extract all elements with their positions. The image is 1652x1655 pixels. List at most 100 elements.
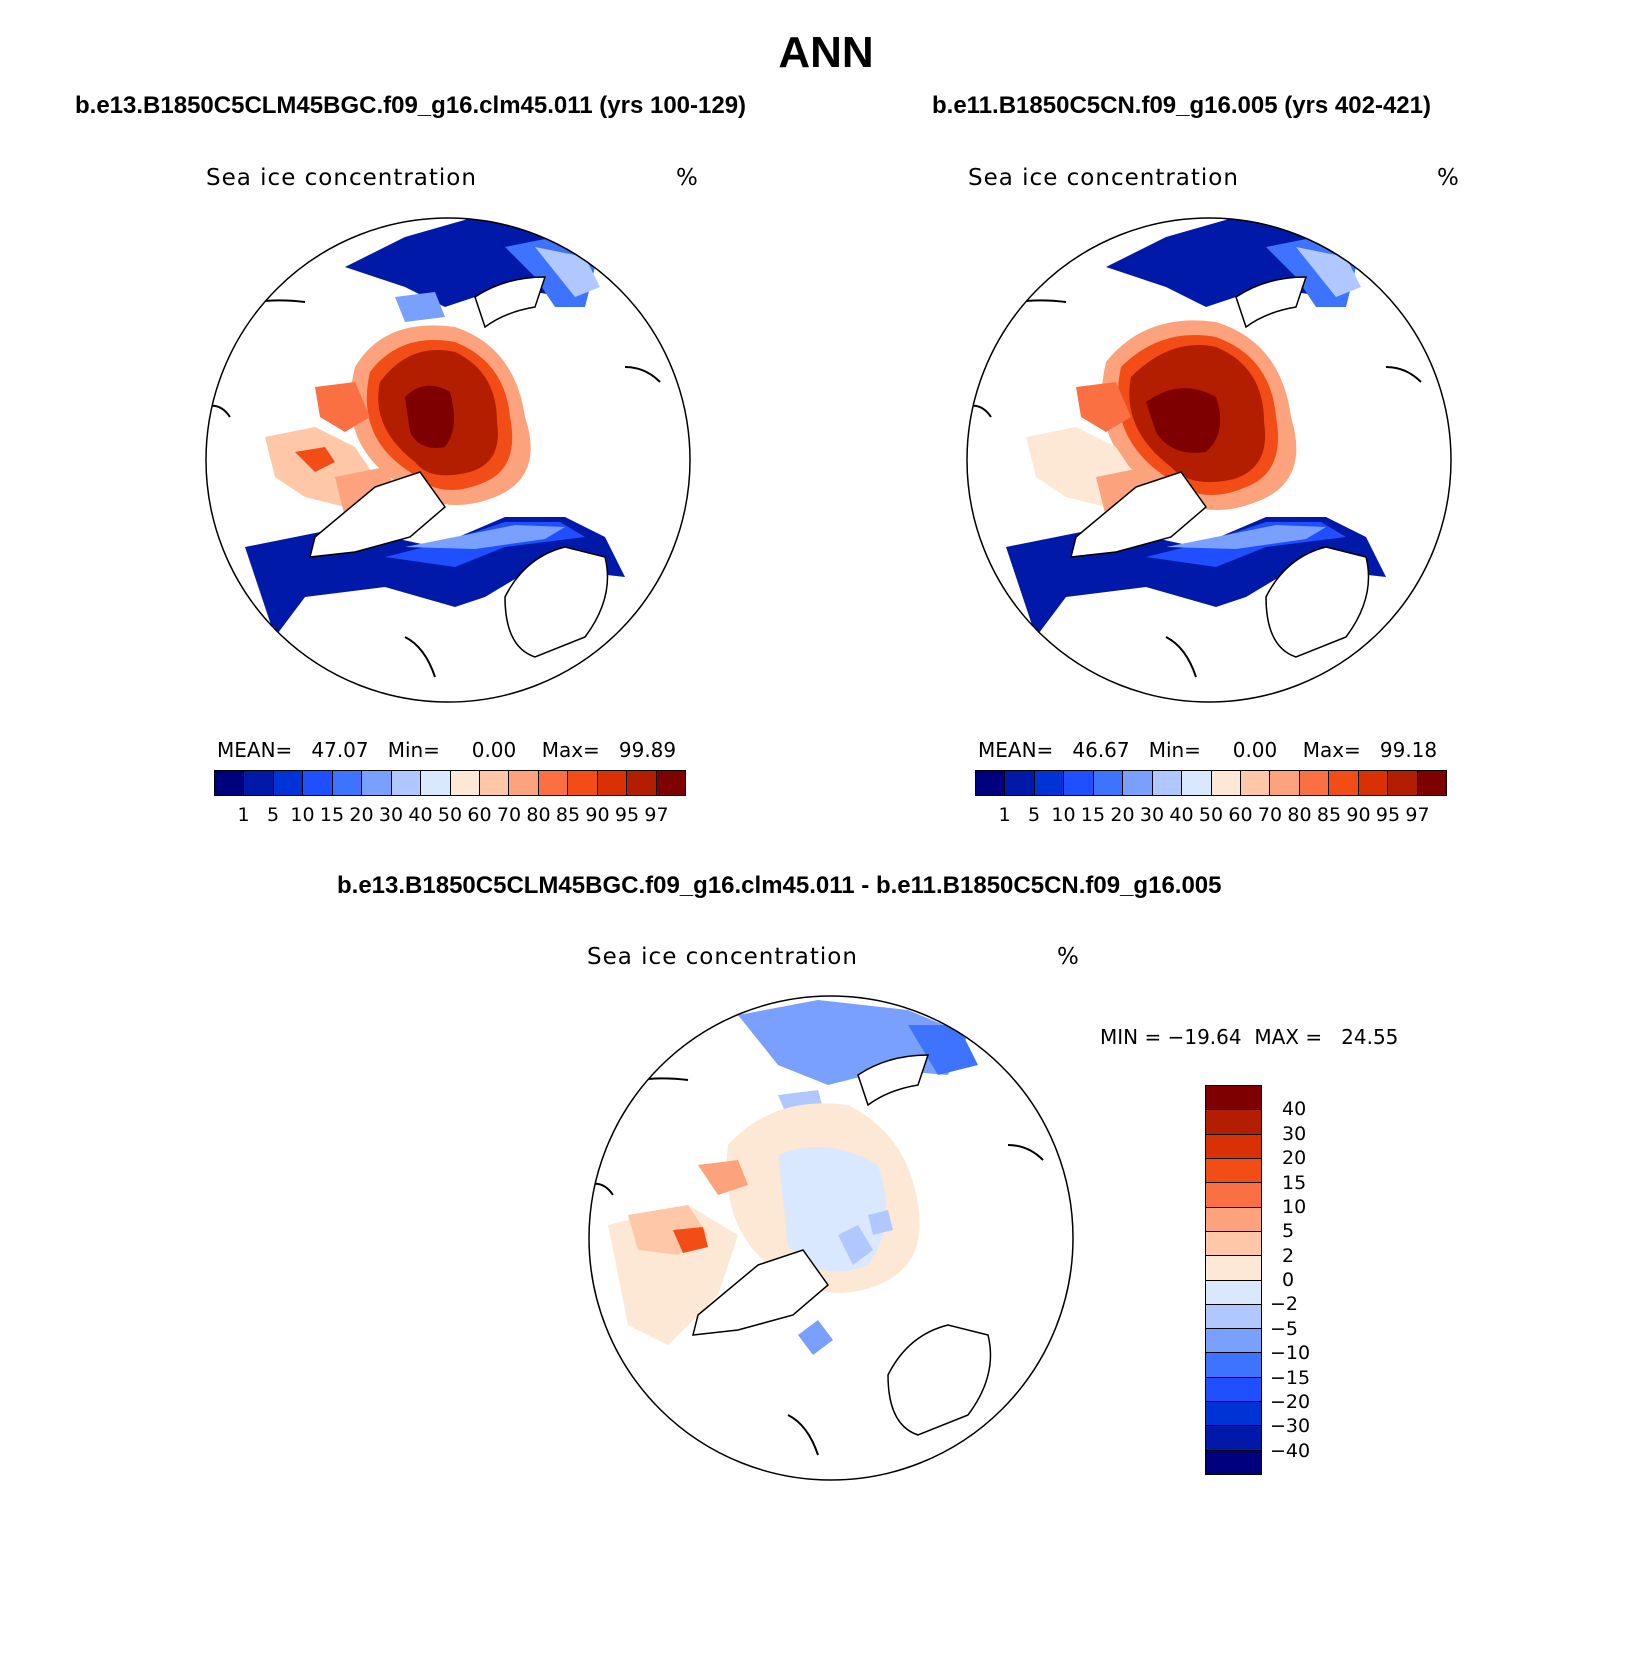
diff-colorbar-tick-label: 10 <box>1282 1195 1307 1218</box>
panel2-colorbar-swatch <box>1152 771 1183 795</box>
diff-colorbar-tick-label: 15 <box>1282 1171 1307 1194</box>
panel2-colorbar-tick-label: 97 <box>1405 804 1430 826</box>
panel2-variable-label: Sea ice concentration <box>968 165 1239 191</box>
panel2-colorbar <box>975 770 1447 796</box>
diff-units-label: % <box>1057 944 1080 970</box>
diff-colorbar-swatch <box>1206 1110 1261 1135</box>
panel2-colorbar-tick-label: 80 <box>1287 804 1312 826</box>
panel1-units-label: % <box>676 165 699 191</box>
diff-colorbar-ticks: 40 30 20 15 10 5 2 0 −2 −5 −10 −15 −20 −30 −40 <box>1270 1085 1350 1475</box>
diff-colorbar-swatch <box>1206 1134 1261 1159</box>
panel2-colorbar-tick-label: 20 <box>1110 804 1135 826</box>
panel2-colorbar-swatch <box>1123 771 1153 795</box>
panel2-colorbar-tick-label: 50 <box>1198 804 1224 826</box>
diff-colorbar <box>1205 1085 1262 1475</box>
diff-colorbar-tick-label: 30 <box>1282 1122 1307 1145</box>
panel1-colorbar-swatch <box>479 771 510 795</box>
panel2-colorbar-swatch <box>1182 771 1212 795</box>
panel1-colorbar-tick-label: 97 <box>644 804 669 826</box>
panel2-colorbar-tick-label: 60 <box>1228 804 1253 826</box>
panel2-colorbar-tick-label: 40 <box>1169 804 1194 826</box>
panel1-colorbar-swatch <box>273 771 304 795</box>
panel2-case-title: b.e11.B1850C5CN.f09_g16.005 (yrs 402-421… <box>932 92 1431 119</box>
panel1-colorbar-tick-label: 30 <box>378 804 404 826</box>
panel1-colorbar-tick-label: 10 <box>290 804 315 826</box>
panel2-colorbar-swatch <box>1211 771 1241 795</box>
panel1-case-title: b.e13.B1850C5CLM45BGC.f09_g16.clm45.011 … <box>75 92 747 119</box>
figure-title: ANN <box>778 28 874 77</box>
panel1-colorbar-swatch <box>244 771 274 795</box>
panel1-colorbar-swatch <box>215 771 245 795</box>
diff-colorbar-swatch <box>1206 1086 1261 1111</box>
panel1-colorbar-tick-label: 85 <box>555 804 581 826</box>
panel2-colorbar-tick-label: 85 <box>1316 804 1342 826</box>
panel1-colorbar-swatch <box>538 771 569 795</box>
panel1-colorbar-tick-label: 95 <box>614 804 640 826</box>
panel1-colorbar-tick-label: 5 <box>266 804 280 826</box>
panel1-colorbar-swatch <box>421 771 451 795</box>
panel1-colorbar-swatch <box>332 771 363 795</box>
diff-colorbar-tick-label: −2 <box>1270 1293 1299 1316</box>
panel1-colorbar-tick-label: 80 <box>526 804 551 826</box>
diff-colorbar-tick-label: −15 <box>1270 1366 1311 1389</box>
diff-colorbar-tick-label: −20 <box>1270 1390 1311 1413</box>
diff-colorbar-swatch <box>1206 1256 1261 1281</box>
diff-colorbar-swatch <box>1206 1158 1261 1184</box>
diff-colorbar-tick-label: −10 <box>1270 1342 1311 1365</box>
panel1-colorbar-tick-label: 40 <box>408 804 433 826</box>
panel2-units-label: % <box>1437 165 1460 191</box>
diff-colorbar-tick-label: 2 <box>1282 1244 1295 1267</box>
panel2-colorbar-tick-label: 95 <box>1375 804 1401 826</box>
panel2-colorbar-swatch <box>1240 771 1271 795</box>
diff-colorbar-swatch <box>1206 1304 1261 1330</box>
diff-colorbar-tick-label: −40 <box>1270 1439 1311 1462</box>
panel1-colorbar-swatch <box>450 771 480 795</box>
panel2-colorbar-tick-label: 5 <box>1027 804 1041 826</box>
diff-colorbar-tick-label: −5 <box>1270 1317 1299 1340</box>
panel1-variable-label: Sea ice concentration <box>206 165 477 191</box>
panel2-colorbar-tick-label: 30 <box>1139 804 1165 826</box>
panel2-colorbar-tick-label: 10 <box>1051 804 1076 826</box>
diff-colorbar-swatch <box>1206 1450 1261 1474</box>
panel2-colorbar-swatch <box>1329 771 1359 795</box>
panel1-colorbar-tick-label: 20 <box>349 804 374 826</box>
diff-colorbar-swatch <box>1206 1377 1261 1403</box>
panel2-colorbar-swatch <box>1064 771 1094 795</box>
panel1-colorbar-tick-label: 50 <box>437 804 463 826</box>
panel2-stats: MEAN= 46.67 Min= 0.00 Max= 99.18 <box>978 738 1438 762</box>
panel1-colorbar-swatch <box>391 771 422 795</box>
panel2-colorbar-tick-label: 15 <box>1080 804 1106 826</box>
panel2-colorbar-swatch <box>1417 771 1446 795</box>
panel1-colorbar-ticks: 1 5 10 15 20 30 40 50 60 70 80 85 90 95 97 <box>214 804 686 828</box>
diff-stats: MIN = −19.64 MAX = 24.55 <box>1100 1025 1399 1049</box>
panel1-stats: MEAN= 47.07 Min= 0.00 Max= 99.89 <box>217 738 677 762</box>
panel2-colorbar-swatch <box>1270 771 1300 795</box>
panel2-colorbar-tick-label: 90 <box>1346 804 1371 826</box>
diff-colorbar-swatch <box>1206 1231 1261 1257</box>
diff-colorbar-tick-label: −30 <box>1270 1415 1311 1438</box>
panel2-colorbar-swatch <box>976 771 1006 795</box>
panel2-colorbar-ticks: 1 5 10 15 20 30 40 50 60 70 80 85 90 95 97 <box>975 804 1447 828</box>
diff-colorbar-tick-label: 5 <box>1282 1220 1295 1243</box>
diff-colorbar-swatch <box>1206 1329 1261 1354</box>
diff-colorbar-swatch <box>1206 1353 1261 1378</box>
panel2-colorbar-swatch <box>1299 771 1330 795</box>
diff-colorbar-swatch <box>1206 1280 1261 1305</box>
panel1-colorbar-tick-label: 60 <box>467 804 492 826</box>
panel1-colorbar-swatch <box>362 771 392 795</box>
panel2-colorbar-swatch <box>1034 771 1065 795</box>
panel2-colorbar-swatch <box>1005 771 1035 795</box>
diff-polar-map <box>588 995 1074 1481</box>
panel1-colorbar <box>214 770 686 796</box>
panel1-colorbar-tick-label: 15 <box>319 804 345 826</box>
panel2-colorbar-swatch <box>1358 771 1389 795</box>
panel1-colorbar-swatch <box>568 771 598 795</box>
panel1-colorbar-swatch <box>656 771 685 795</box>
diff-colorbar-tick-label: 0 <box>1282 1269 1295 1291</box>
diff-colorbar-swatch <box>1206 1207 1261 1232</box>
panel1-colorbar-tick-label: 90 <box>585 804 610 826</box>
panel2-polar-map <box>966 217 1452 703</box>
panel1-colorbar-swatch <box>303 771 333 795</box>
panel1-polar-map <box>205 217 691 703</box>
panel2-colorbar-swatch <box>1093 771 1124 795</box>
